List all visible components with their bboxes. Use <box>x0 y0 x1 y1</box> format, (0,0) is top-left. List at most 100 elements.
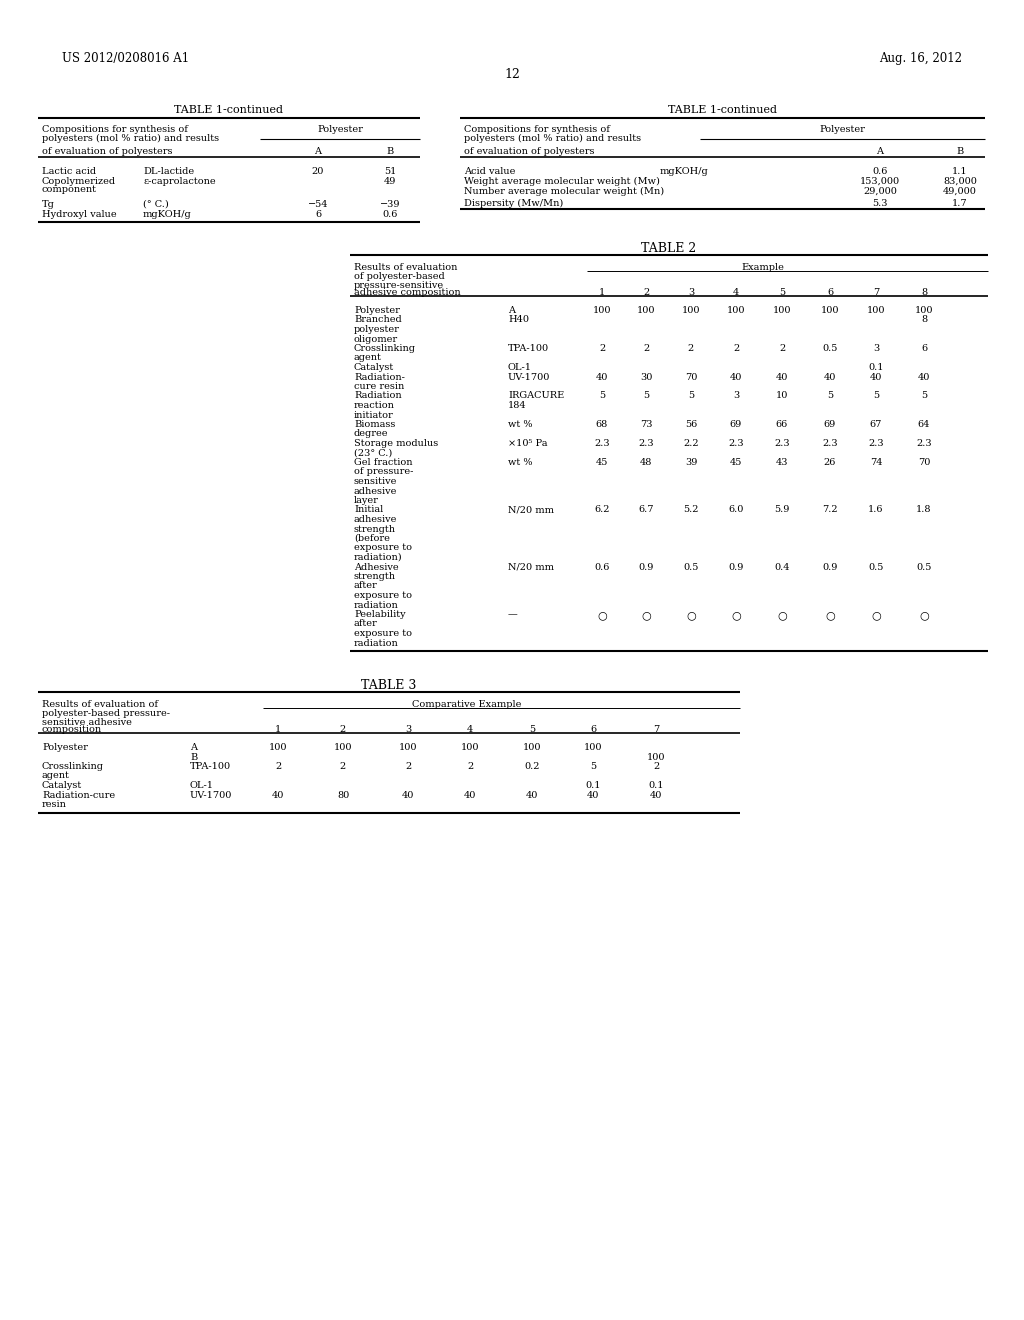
Text: —: — <box>508 610 518 619</box>
Text: resin: resin <box>42 800 67 809</box>
Text: 8: 8 <box>921 315 927 325</box>
Text: polyester: polyester <box>354 325 400 334</box>
Text: 5: 5 <box>643 392 649 400</box>
Text: 5: 5 <box>872 392 879 400</box>
Text: 0.4: 0.4 <box>774 562 790 572</box>
Text: (before: (before <box>354 535 390 543</box>
Text: Crosslinking: Crosslinking <box>354 345 416 352</box>
Text: 3: 3 <box>404 725 411 734</box>
Text: sensitive adhesive: sensitive adhesive <box>42 718 132 727</box>
Text: 3: 3 <box>733 392 739 400</box>
Text: A: A <box>314 147 322 156</box>
Text: Initial: Initial <box>354 506 383 515</box>
Text: 0.5: 0.5 <box>683 562 698 572</box>
Text: ○: ○ <box>641 610 651 620</box>
Text: Polyester: Polyester <box>42 743 88 752</box>
Text: 10: 10 <box>776 392 788 400</box>
Text: 49,000: 49,000 <box>943 187 977 195</box>
Text: cure resin: cure resin <box>354 381 404 391</box>
Text: 3: 3 <box>872 345 880 352</box>
Text: Aug. 16, 2012: Aug. 16, 2012 <box>879 51 962 65</box>
Text: 5: 5 <box>688 392 694 400</box>
Text: of evaluation of polyesters: of evaluation of polyesters <box>464 147 595 156</box>
Text: 40: 40 <box>869 372 883 381</box>
Text: 45: 45 <box>596 458 608 467</box>
Text: 56: 56 <box>685 420 697 429</box>
Text: B: B <box>956 147 964 156</box>
Text: 2: 2 <box>274 762 282 771</box>
Text: layer: layer <box>354 496 379 506</box>
Text: (° C.): (° C.) <box>143 201 169 209</box>
Text: 49: 49 <box>384 177 396 186</box>
Text: Crosslinking: Crosslinking <box>42 762 104 771</box>
Text: TPA-100: TPA-100 <box>190 762 231 771</box>
Text: UV-1700: UV-1700 <box>190 791 232 800</box>
Text: 67: 67 <box>869 420 883 429</box>
Text: 2.3: 2.3 <box>594 440 610 447</box>
Text: 2.3: 2.3 <box>916 440 932 447</box>
Text: 40: 40 <box>464 791 476 800</box>
Text: A: A <box>877 147 884 156</box>
Text: 2: 2 <box>643 288 649 297</box>
Text: agent: agent <box>354 354 382 363</box>
Text: TABLE 2: TABLE 2 <box>641 242 696 255</box>
Text: 5: 5 <box>921 392 927 400</box>
Text: 1: 1 <box>599 288 605 297</box>
Text: TABLE 1-continued: TABLE 1-continued <box>174 106 284 115</box>
Text: ○: ○ <box>597 610 607 620</box>
Text: 100: 100 <box>584 743 602 752</box>
Text: 0.6: 0.6 <box>594 562 609 572</box>
Text: 73: 73 <box>640 420 652 429</box>
Text: 184: 184 <box>508 401 526 411</box>
Text: 6.7: 6.7 <box>638 506 653 515</box>
Text: adhesive composition: adhesive composition <box>354 288 461 297</box>
Text: Copolymerized: Copolymerized <box>42 177 116 186</box>
Text: mgKOH/g: mgKOH/g <box>143 210 191 219</box>
Text: 83,000: 83,000 <box>943 177 977 186</box>
Text: 1: 1 <box>274 725 282 734</box>
Text: 5: 5 <box>599 392 605 400</box>
Text: 2: 2 <box>733 345 739 352</box>
Text: Hydroxyl value: Hydroxyl value <box>42 210 117 219</box>
Text: 64: 64 <box>918 420 930 429</box>
Text: wt %: wt % <box>508 458 532 467</box>
Text: Compositions for synthesis of: Compositions for synthesis of <box>464 125 610 135</box>
Text: Number average molecular weight (Mn): Number average molecular weight (Mn) <box>464 187 665 197</box>
Text: ○: ○ <box>777 610 786 620</box>
Text: 2: 2 <box>653 762 659 771</box>
Text: 40: 40 <box>730 372 742 381</box>
Text: IRGACURE: IRGACURE <box>508 392 564 400</box>
Text: 0.9: 0.9 <box>638 562 653 572</box>
Text: 66: 66 <box>776 420 788 429</box>
Text: radiation: radiation <box>354 639 398 648</box>
Text: 12: 12 <box>504 69 520 81</box>
Text: exposure to: exposure to <box>354 591 412 601</box>
Text: Storage modulus: Storage modulus <box>354 440 438 447</box>
Text: 5: 5 <box>529 725 536 734</box>
Text: A: A <box>508 306 515 315</box>
Text: 0.5: 0.5 <box>916 562 932 572</box>
Text: Adhesive: Adhesive <box>354 562 398 572</box>
Text: 0.1: 0.1 <box>648 781 664 789</box>
Text: 2: 2 <box>340 725 346 734</box>
Text: 48: 48 <box>640 458 652 467</box>
Text: 2.3: 2.3 <box>638 440 653 447</box>
Text: wt %: wt % <box>508 420 532 429</box>
Text: 40: 40 <box>824 372 837 381</box>
Text: TPA-100: TPA-100 <box>508 345 549 352</box>
Text: 7: 7 <box>872 288 880 297</box>
Text: 1.6: 1.6 <box>868 506 884 515</box>
Text: N/20 mm: N/20 mm <box>508 506 554 515</box>
Text: 1.1: 1.1 <box>952 168 968 176</box>
Text: 100: 100 <box>637 306 655 315</box>
Text: adhesive: adhesive <box>354 515 397 524</box>
Text: ○: ○ <box>825 610 835 620</box>
Text: 100: 100 <box>398 743 417 752</box>
Text: radiation: radiation <box>354 601 398 610</box>
Text: 6.0: 6.0 <box>728 506 743 515</box>
Text: 5.9: 5.9 <box>774 506 790 515</box>
Text: 6: 6 <box>590 725 596 734</box>
Text: 2: 2 <box>688 345 694 352</box>
Text: Polyester: Polyester <box>354 306 400 315</box>
Text: ×10⁵ Pa: ×10⁵ Pa <box>508 440 548 447</box>
